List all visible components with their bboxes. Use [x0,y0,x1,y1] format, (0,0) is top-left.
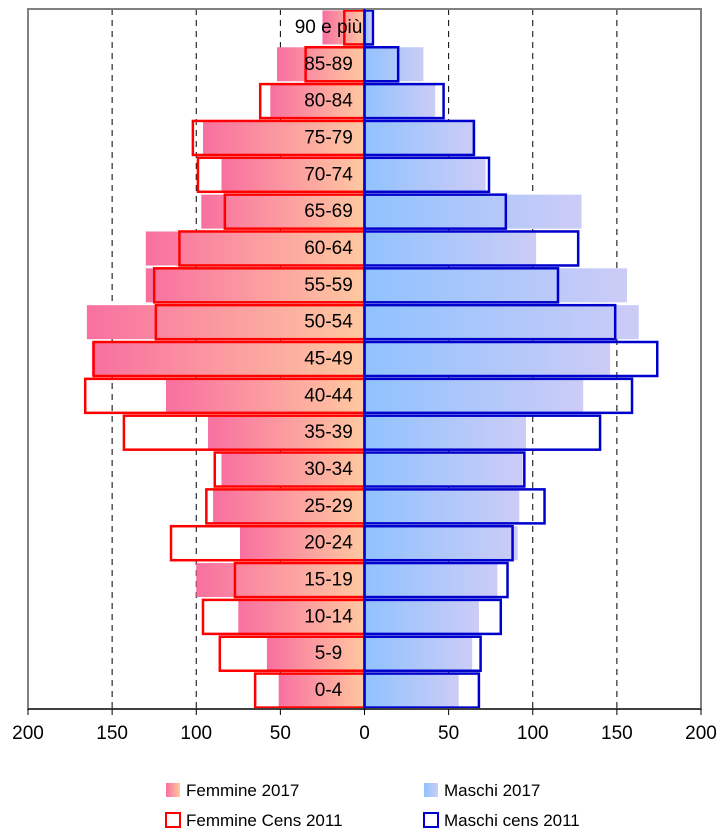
x-tick-label: 150 [96,723,128,744]
x-axis: 200 150 100 50 0 50 100 150 200 [12,8,717,744]
bar-femmine-2017 [196,563,365,598]
age-group-label: 0-4 [315,680,343,701]
filled-bars [86,10,639,708]
bar-maschi-2017 [364,47,424,82]
legend-label: Maschi 2017 [444,781,540,800]
bar-femmine-2017 [201,194,365,229]
bar-femmine-2017 [145,268,365,303]
age-group-label: 40-44 [304,385,353,406]
bar-femmine-2017 [165,378,365,413]
bar-maschi-2017 [364,489,520,524]
age-group-label: 60-64 [304,238,353,259]
bar-maschi-2017 [364,673,459,708]
legend-swatch [166,783,180,797]
legend-swatch [424,783,438,797]
bar-femmine-2017 [86,305,365,340]
bar-maschi-2017 [364,636,473,671]
age-group-label: 65-69 [304,201,353,222]
age-group-label: 50-54 [304,312,353,333]
age-group-label: 25-29 [304,496,353,517]
age-group-label: 20-24 [304,533,353,554]
legend-label: Femmine 2017 [186,781,299,800]
bar-femmine-2017 [221,452,365,487]
legend-swatch [165,812,181,828]
bar-maschi-2017 [364,599,479,634]
x-tick-label: 100 [517,723,549,744]
bar-femmine-2017 [239,526,365,561]
age-group-label: 55-59 [304,275,353,296]
bar-maschi-2017 [364,452,523,487]
x-tick-label: 100 [180,723,212,744]
age-group-label: 30-34 [304,459,353,480]
bar-maschi-2017 [364,194,582,229]
bar-femmine-2017 [238,599,365,634]
bar-femmine-2017 [270,84,365,119]
bar-maschi-2017 [364,563,498,598]
bar-maschi-2017 [364,268,627,303]
bar-maschi-2017 [364,84,436,119]
bar-maschi-2017 [364,231,537,266]
bar-maschi-2017 [364,342,611,376]
age-labels: 0-4 5-9 10-14 15-19 20-24 25-29 30-34 35-39 40-4… [295,17,363,701]
legend: Femmine 2017 Maschi 2017 Femmine Cens 2011… [165,781,580,830]
bar-femmine-2017 [221,157,365,192]
bar-femmine-2017 [266,636,365,671]
x-tick-label: 50 [438,723,459,744]
bar-maschi-2017 [364,415,527,450]
legend-label: Femmine Cens 2011 [186,811,343,830]
x-tick-label: 150 [601,723,633,744]
bar-femmine-2017 [202,120,365,155]
bar-maschi-2017 [364,157,486,192]
age-group-label: 45-49 [304,349,353,370]
bar-maschi-2017 [364,526,518,561]
x-tick-label: 200 [12,723,44,744]
x-tick-label: 0 [359,723,370,744]
bar-maschi-2017 [364,10,372,45]
age-group-label: 10-14 [304,606,353,627]
bar-femmine-2017 [208,415,365,450]
x-tick-label: 50 [270,723,291,744]
bar-femmine-2017 [213,489,365,524]
bar-maschi-2017 [364,305,639,340]
x-tick-label: 200 [685,723,717,744]
legend-swatch [423,812,439,828]
bar-femmine-2017 [277,47,365,82]
age-group-label: 90 e più [295,17,363,38]
age-group-label: 5-9 [315,643,342,664]
bar-femmine-2017 [91,342,365,376]
bar-maschi-2017 [364,378,584,413]
age-group-label: 35-39 [304,422,353,443]
bar-femmine-2017 [278,673,365,708]
age-group-label: 75-79 [304,127,353,148]
bar-femmine-2017 [145,231,365,266]
age-group-label: 70-74 [304,164,353,185]
legend-label: Maschi cens 2011 [444,811,580,830]
bar-maschi-2017 [364,120,476,155]
age-group-label: 85-89 [304,54,353,75]
age-group-label: 15-19 [304,570,353,591]
age-group-label: 80-84 [304,91,353,112]
